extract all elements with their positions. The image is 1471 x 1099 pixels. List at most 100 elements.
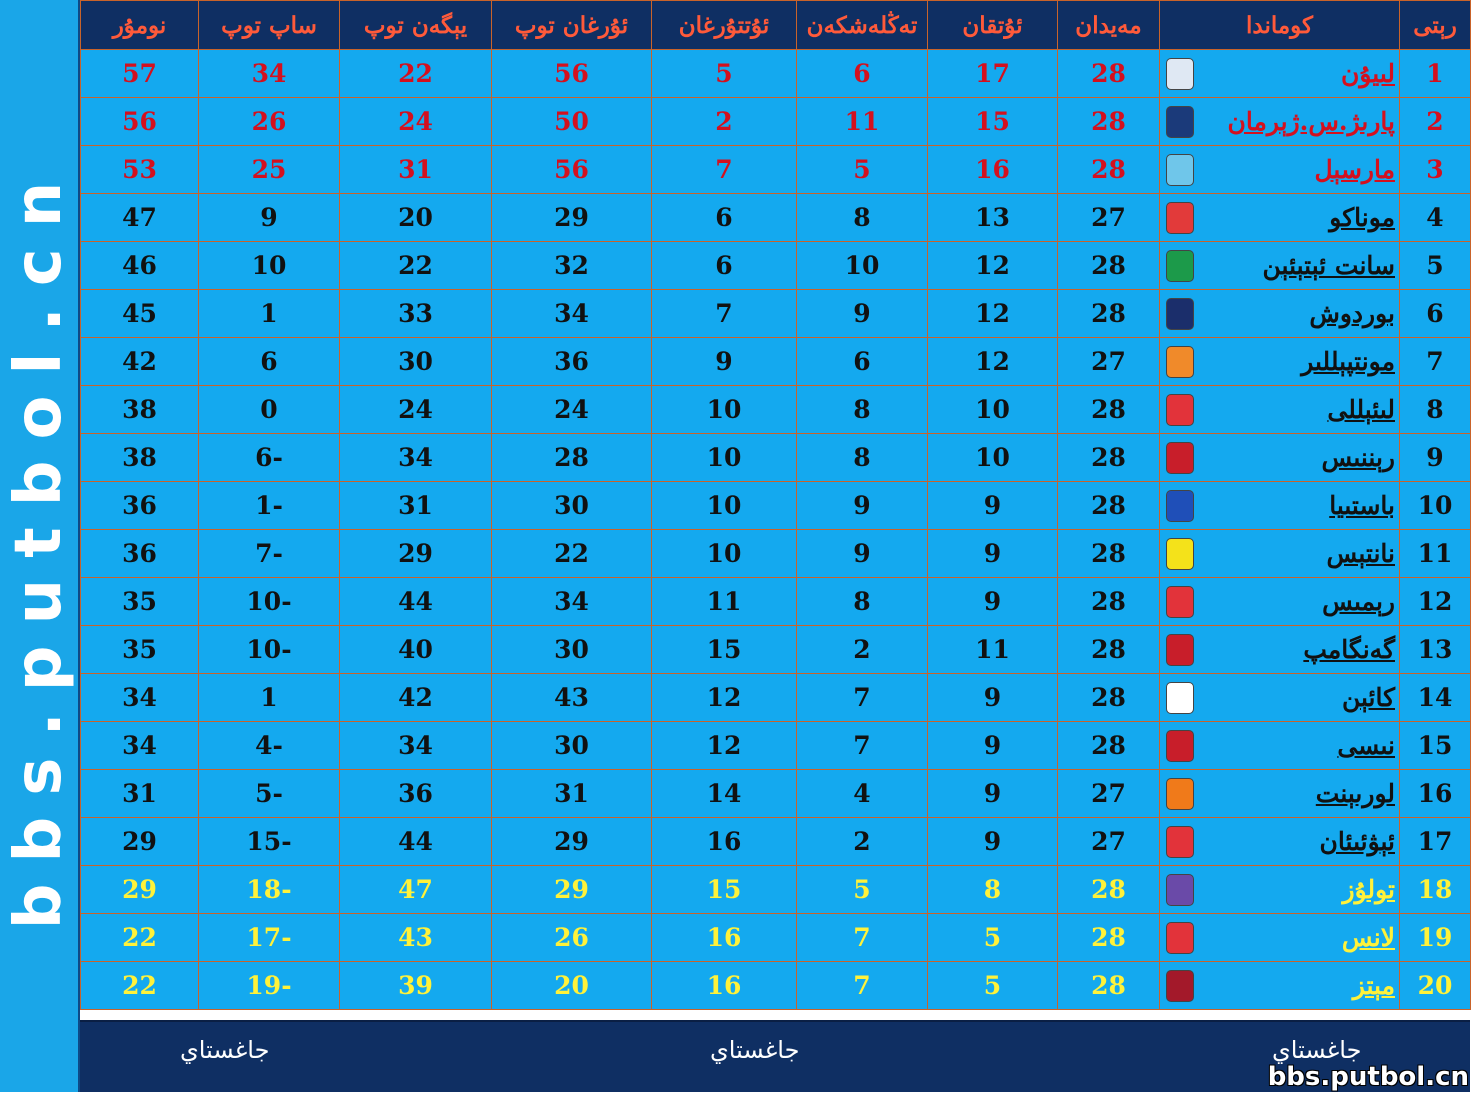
team-name-link[interactable]: مارسېل — [1314, 155, 1395, 184]
team-name-link[interactable]: لورىېنت — [1315, 779, 1395, 808]
drawn-cell: 5 — [796, 865, 928, 914]
team-name-link[interactable]: پارىژ.س.ژېرمان — [1227, 107, 1395, 136]
team-cell: سانت ئېتېئېن — [1159, 241, 1400, 290]
team-cell: مېتز — [1159, 961, 1400, 1010]
goals-for-cell: 31 — [491, 769, 652, 818]
rank-cell: 7 — [1399, 337, 1471, 386]
table-footer: جاغستاي جاغستاي جاغستاي — [80, 1020, 1470, 1092]
table-row: 22 17- 43 26 16 7 5 28 لانس 19 — [80, 913, 1471, 962]
team-name-link[interactable]: بوردوش — [1309, 299, 1395, 328]
goals-for-cell: 30 — [491, 721, 652, 770]
team-name-link[interactable]: تولۇز — [1342, 875, 1395, 904]
won-cell: 12 — [927, 289, 1058, 338]
team-name-link[interactable]: لىئېللى — [1327, 395, 1395, 424]
table-row: 53 25 31 56 7 5 16 28 مارسېل 3 — [80, 145, 1471, 194]
team-cell: مارسېل — [1159, 145, 1400, 194]
header-drawn: تەڭلەشكەن — [796, 0, 928, 50]
team-logo-icon — [1166, 921, 1194, 954]
played-cell: 28 — [1057, 865, 1160, 914]
team-name-link[interactable]: ئېۋئىئان — [1319, 827, 1395, 856]
team-name-link[interactable]: باستىيا — [1329, 491, 1395, 520]
drawn-cell: 7 — [796, 721, 928, 770]
rank-cell: 16 — [1399, 769, 1471, 818]
team-name-link[interactable]: موناكو — [1329, 203, 1395, 232]
team-name-link[interactable]: كائېن — [1341, 683, 1395, 712]
team-cell: گەنگامپ — [1159, 625, 1400, 674]
table-row: 38 0 24 24 10 8 10 28 لىئېللى 8 — [80, 385, 1471, 434]
rank-cell: 12 — [1399, 577, 1471, 626]
drawn-cell: 9 — [796, 289, 928, 338]
points-cell: 36 — [80, 481, 199, 530]
drawn-cell: 2 — [796, 817, 928, 866]
rank-cell: 11 — [1399, 529, 1471, 578]
drawn-cell: 9 — [796, 481, 928, 530]
lost-cell: 10 — [651, 385, 797, 434]
goals-for-cell: 32 — [491, 241, 652, 290]
goals-against-cell: 34 — [339, 721, 492, 770]
table-row: 35 10- 44 34 11 8 9 28 رېمىس 12 — [80, 577, 1471, 626]
goal-diff-cell: 25 — [198, 145, 340, 194]
rank-cell: 1 — [1399, 49, 1471, 98]
goals-against-cell: 43 — [339, 913, 492, 962]
lost-cell: 15 — [651, 625, 797, 674]
drawn-cell: 8 — [796, 577, 928, 626]
won-cell: 12 — [927, 241, 1058, 290]
drawn-cell: 8 — [796, 385, 928, 434]
played-cell: 28 — [1057, 577, 1160, 626]
goals-for-cell: 36 — [491, 337, 652, 386]
goal-diff-cell: 19- — [198, 961, 340, 1010]
goals-against-cell: 31 — [339, 145, 492, 194]
goals-against-cell: 39 — [339, 961, 492, 1010]
team-name-link[interactable]: رېننىس — [1321, 443, 1395, 472]
points-cell: 45 — [80, 289, 199, 338]
points-cell: 56 — [80, 97, 199, 146]
team-name-link[interactable]: رېمىس — [1322, 587, 1395, 616]
team-name-link[interactable]: مېتز — [1352, 971, 1395, 1000]
team-cell: پارىژ.س.ژېرمان — [1159, 97, 1400, 146]
table-row: 35 10- 40 30 15 2 11 28 گەنگامپ 13 — [80, 625, 1471, 674]
team-name-link[interactable]: گەنگامپ — [1303, 635, 1395, 664]
drawn-cell: 2 — [796, 625, 928, 674]
team-name-link[interactable]: لىيۇن — [1341, 59, 1395, 88]
goal-diff-cell: 5- — [198, 769, 340, 818]
header-lost: ئۇتتۇرغان — [651, 0, 797, 50]
rank-cell: 2 — [1399, 97, 1471, 146]
drawn-cell: 4 — [796, 769, 928, 818]
table-row: 34 1 42 43 12 7 9 28 كائېن 14 — [80, 673, 1471, 722]
table-row: 45 1 33 34 7 9 12 28 بوردوش 6 — [80, 289, 1471, 338]
team-cell: مونتپېللىر — [1159, 337, 1400, 386]
rank-cell: 5 — [1399, 241, 1471, 290]
team-cell: بوردوش — [1159, 289, 1400, 338]
goals-for-cell: 34 — [491, 577, 652, 626]
goals-for-cell: 22 — [491, 529, 652, 578]
goals-for-cell: 29 — [491, 865, 652, 914]
goals-against-cell: 30 — [339, 337, 492, 386]
played-cell: 28 — [1057, 961, 1160, 1010]
goals-against-cell: 44 — [339, 817, 492, 866]
won-cell: 9 — [927, 577, 1058, 626]
won-cell: 12 — [927, 337, 1058, 386]
team-name-link[interactable]: نانتېس — [1326, 539, 1396, 568]
team-cell: لورىېنت — [1159, 769, 1400, 818]
table-row: 36 7- 29 22 10 9 9 28 نانتېس 11 — [80, 529, 1471, 578]
team-cell: رېننىس — [1159, 433, 1400, 482]
points-cell: 22 — [80, 913, 199, 962]
lost-cell: 5 — [651, 49, 797, 98]
team-name-link[interactable]: لانس — [1341, 923, 1395, 952]
team-name-link[interactable]: مونتپېللىر — [1301, 347, 1395, 376]
team-name-link[interactable]: سانت ئېتېئېن — [1262, 251, 1395, 280]
drawn-cell: 8 — [796, 193, 928, 242]
team-name-link[interactable]: نىسى — [1337, 731, 1395, 760]
played-cell: 28 — [1057, 145, 1160, 194]
played-cell: 28 — [1057, 241, 1160, 290]
team-logo-icon — [1166, 489, 1194, 522]
drawn-cell: 9 — [796, 529, 928, 578]
team-logo-icon — [1166, 537, 1194, 570]
points-cell: 34 — [80, 721, 199, 770]
header-goals-for: ئۇرغان توپ — [491, 0, 652, 50]
lost-cell: 16 — [651, 913, 797, 962]
goal-diff-cell: 1 — [198, 673, 340, 722]
team-cell: ئېۋئىئان — [1159, 817, 1400, 866]
goals-against-cell: 24 — [339, 385, 492, 434]
played-cell: 27 — [1057, 193, 1160, 242]
